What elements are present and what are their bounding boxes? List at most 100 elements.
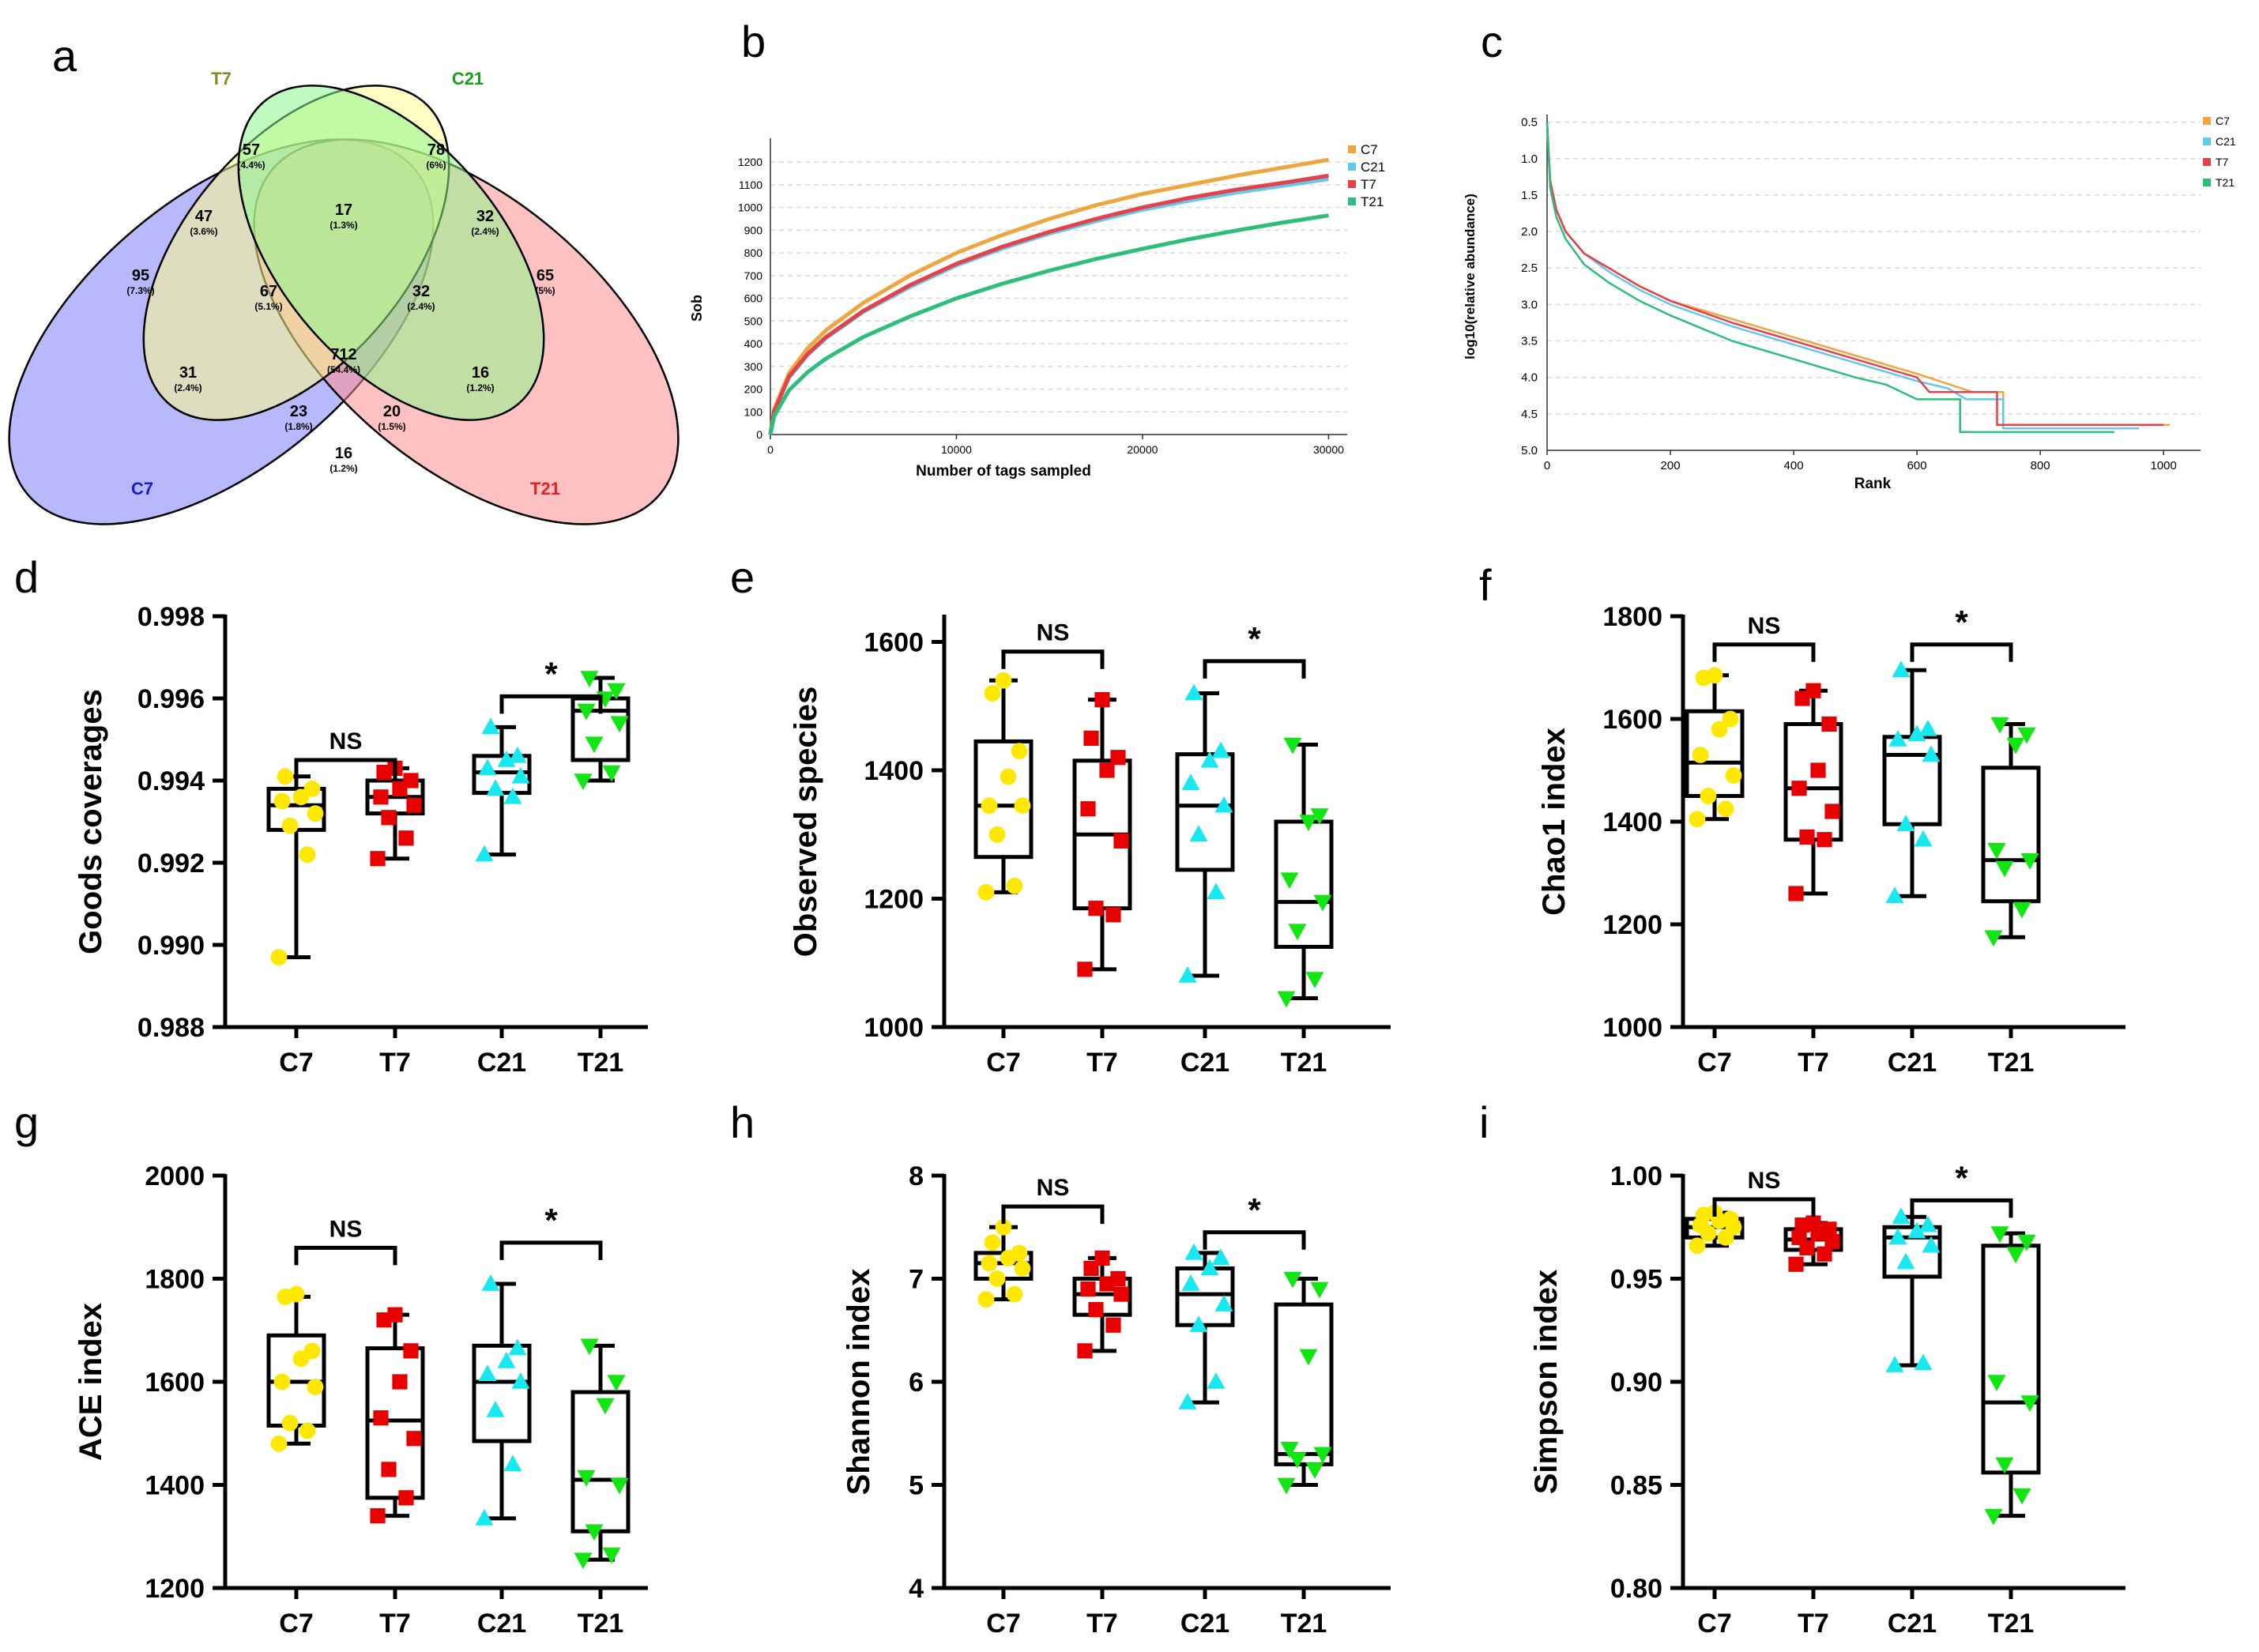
box-iqr xyxy=(570,1390,631,1533)
x-tick-label: 0 xyxy=(1544,459,1550,472)
data-point-T21 xyxy=(2017,727,2036,744)
data-point-T7 xyxy=(1110,750,1126,766)
y-tick-label: 200 xyxy=(744,383,763,396)
panel-letter-h: h xyxy=(730,1097,755,1147)
series-line-C7 xyxy=(1546,122,2170,426)
data-point-T7 xyxy=(1805,1215,1821,1231)
y-tick-label: 500 xyxy=(744,314,763,327)
data-point-C21 xyxy=(475,1508,494,1526)
data-point-C7 xyxy=(1006,1285,1023,1303)
data-point-C21 xyxy=(486,1400,505,1417)
data-point-T21 xyxy=(1990,717,2009,734)
y-tick-label: 0.5 xyxy=(1521,116,1538,130)
bracket-line xyxy=(1203,1230,1306,1250)
box-group-T7 xyxy=(1072,692,1132,977)
y-tick-label: 1600 xyxy=(1602,705,1662,735)
data-point-C7 xyxy=(1689,1237,1706,1255)
data-point-T21 xyxy=(602,1547,621,1564)
box-group-C21 xyxy=(472,1274,532,1526)
x-tick-label: T7 xyxy=(379,1048,411,1078)
data-point-C7 xyxy=(307,805,324,822)
data-point-C7 xyxy=(270,1435,288,1452)
venn-pct-C7_C21_T21: (1.8%) xyxy=(284,421,312,432)
data-point-T21 xyxy=(1984,1508,2003,1526)
data-point-T7 xyxy=(406,1431,422,1447)
data-point-C7 xyxy=(281,817,299,834)
significance-label: * xyxy=(1955,1159,1968,1196)
y-tick-label: 1400 xyxy=(145,1471,205,1501)
x-tick-label: T21 xyxy=(1988,1609,2035,1639)
data-point-C21 xyxy=(1181,1274,1200,1291)
box-group-C21 xyxy=(1175,683,1235,983)
data-point-T21 xyxy=(577,703,596,721)
data-point-T21 xyxy=(577,1469,596,1487)
data-point-C21 xyxy=(481,1274,500,1291)
y-tick-label: 0.992 xyxy=(137,849,205,879)
panel-letter-e: e xyxy=(730,552,755,602)
series-line-T7 xyxy=(1546,122,2164,426)
y-tick-label: 1600 xyxy=(145,1368,205,1398)
venn-pct-C7_T7: (3.6%) xyxy=(190,226,217,237)
panel-letter-a: a xyxy=(52,31,77,81)
significance-bracket-left: NS xyxy=(1001,620,1105,669)
venn-count-all: 712 xyxy=(330,346,356,363)
significance-label: NS xyxy=(1748,613,1781,639)
data-point-T21 xyxy=(2006,1247,2025,1264)
y-tick-label: 3.5 xyxy=(1521,335,1538,348)
box-group-C7 xyxy=(973,1218,1033,1308)
data-point-C7 xyxy=(995,1218,1012,1236)
venn-count-C7_C21_T21: 23 xyxy=(290,403,307,420)
data-point-T7 xyxy=(1083,730,1099,746)
venn-count-C7_T7_C21: 67 xyxy=(260,283,277,300)
data-point-T7 xyxy=(1788,1256,1804,1272)
data-point-C21 xyxy=(1184,1243,1203,1260)
y-axis-label: Simpson index xyxy=(1529,1270,1564,1495)
data-point-T21 xyxy=(1280,1442,1299,1458)
data-point-C7 xyxy=(1700,788,1717,804)
significance-label: * xyxy=(1248,1191,1261,1229)
data-point-C7 xyxy=(1717,800,1734,818)
data-point-C21 xyxy=(1178,1393,1197,1409)
x-tick-label: 800 xyxy=(2031,459,2050,472)
y-tick-label: 3.0 xyxy=(1521,298,1538,311)
data-point-C21 xyxy=(1200,751,1219,768)
data-point-C7 xyxy=(299,1422,316,1439)
significance-label: NS xyxy=(1037,1175,1070,1201)
data-point-T7 xyxy=(1088,1302,1104,1318)
y-tick-labels: 0.5 1.0 1.5 2.0 2.5 3.0 3.5 4.0 4.5 5.0 xyxy=(1521,116,1538,457)
y-tick-label: 700 xyxy=(744,269,763,282)
data-point-C7 xyxy=(981,797,998,815)
data-point-C21 xyxy=(1189,825,1208,842)
venn-pct-T21_only: (5%) xyxy=(535,285,555,296)
data-point-C7 xyxy=(1006,877,1023,894)
legend-swatch-C21 xyxy=(2203,137,2211,145)
data-point-C21 xyxy=(511,766,530,784)
data-point-C7 xyxy=(988,826,1006,843)
y-tick-label: 1400 xyxy=(864,756,924,786)
data-point-T21 xyxy=(1283,1271,1302,1289)
data-point-C7 xyxy=(1014,1260,1031,1277)
legend-label-C7: C7 xyxy=(2216,115,2230,127)
series-line-T21 xyxy=(768,213,1329,435)
y-tick-label: 7 xyxy=(909,1265,924,1295)
box-group-C7 xyxy=(1685,667,1745,828)
data-point-T7 xyxy=(1113,1286,1129,1302)
y-tick-label: 0 xyxy=(756,428,762,441)
data-point-C21 xyxy=(1892,660,1911,678)
data-point-C7 xyxy=(977,883,995,901)
data-point-C21 xyxy=(475,845,494,862)
x-tick-label: 400 xyxy=(1784,459,1804,472)
data-point-T21 xyxy=(607,1375,626,1391)
x-axis-label: Number of tags sampled xyxy=(916,463,1091,480)
data-point-C21 xyxy=(511,1372,530,1389)
legend-label-C21: C21 xyxy=(1361,160,1385,175)
data-point-T21 xyxy=(2012,901,2031,919)
x-tick-label: C7 xyxy=(1697,1048,1731,1078)
bracket-line xyxy=(1001,1204,1105,1225)
data-point-T21 xyxy=(2006,737,2025,755)
data-point-T7 xyxy=(1105,1317,1121,1333)
data-point-T7 xyxy=(1824,1233,1840,1250)
x-tick-label: T21 xyxy=(578,1048,624,1078)
x-tick-label: C21 xyxy=(477,1048,526,1078)
